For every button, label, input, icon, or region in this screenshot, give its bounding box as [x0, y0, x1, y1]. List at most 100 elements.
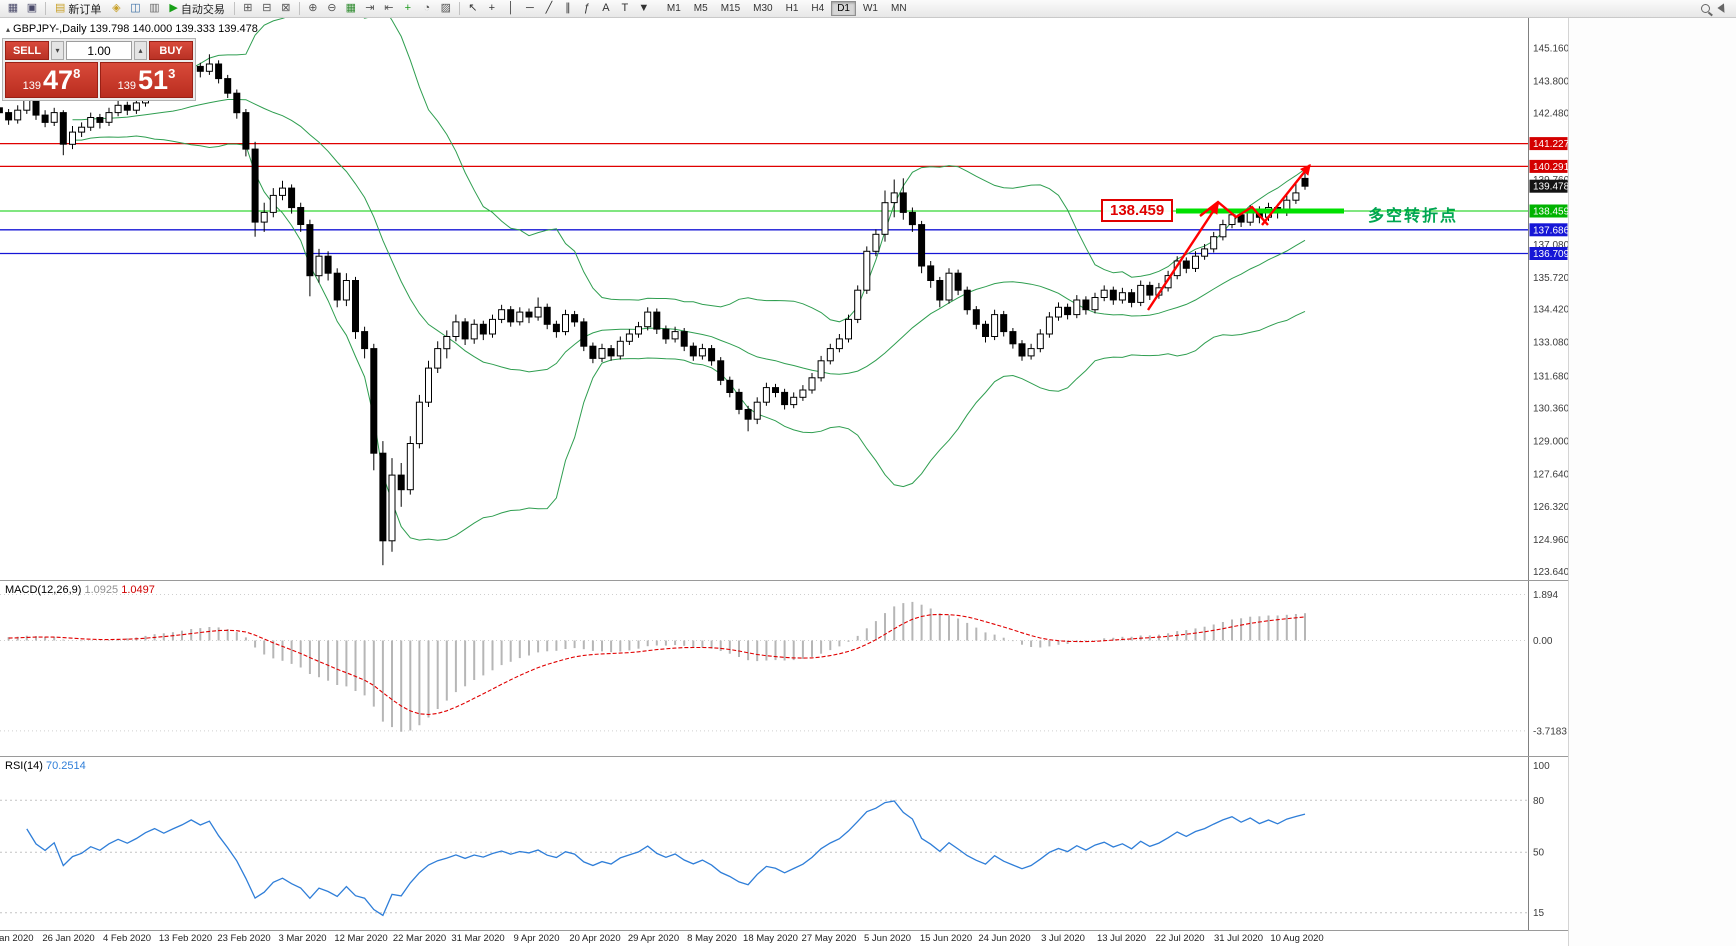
- chart-profiles-icon[interactable]: ▣: [23, 1, 41, 17]
- toolbar-separator: [45, 2, 46, 15]
- macd-panel: 1.894 0.00 -3.7183 MACD(12,26,9) 1.0925 1.…: [0, 580, 1568, 757]
- templates-icon[interactable]: ▨: [437, 1, 455, 17]
- price-line-label: 137.686: [1533, 225, 1568, 236]
- price-tick: 123.640: [1533, 567, 1568, 578]
- shapes-dropdown-icon[interactable]: ▼: [635, 1, 653, 17]
- new-order-button-label: 新订单: [68, 3, 102, 16]
- search-icon: [1700, 4, 1710, 13]
- toolbar-buttons: ▦ ▣ ▤ 新订单 ◈ ◫ ▥ ▶ 自动交易 ⊞ ⊟ ⊠ ⊕ ⊖ ▦ ⇥ ⇤ + ◔ ▨ ↖ + │ ─ ╱ ∥ ƒ A T ▼: [4, 1, 653, 17]
- chart-shift-icon-glyph: ⇤: [384, 2, 394, 14]
- cascade-windows-icon-glyph: ⊟: [262, 2, 272, 14]
- rsi-line: [26, 800, 1306, 917]
- buy-button[interactable]: BUY: [149, 41, 193, 60]
- channel-icon[interactable]: ∥: [559, 1, 577, 17]
- indicators-icon-glyph: +: [404, 2, 412, 14]
- date-label: 13 Jul 2020: [1096, 933, 1147, 944]
- timeframe-d1-button[interactable]: D1: [831, 1, 856, 16]
- chart-ohlc-info: ▴ GBPJPY-,Daily 139.798 140.000 139.333 1…: [6, 23, 258, 35]
- periods-icon[interactable]: ◔: [418, 1, 436, 17]
- price-tick: 133.080: [1533, 337, 1568, 348]
- terminal-icon[interactable]: ▥: [145, 1, 163, 17]
- indicators-icon[interactable]: +: [399, 1, 417, 17]
- grid-icon[interactable]: ▦: [342, 1, 360, 17]
- tile-windows-icon-glyph: ⊞: [243, 2, 253, 14]
- rsi-chart[interactable]: 100 80 50 15: [0, 757, 1568, 930]
- date-label: 29 Apr 2020: [627, 933, 680, 944]
- trend-arrow[interactable]: [1261, 163, 1311, 226]
- text-icon-glyph: A: [602, 2, 610, 14]
- price-line-label-bg: [1529, 223, 1568, 237]
- time-axis[interactable]: 6 Jan 2020 26 Jan 2020 4 Feb 2020 13 Feb 20…: [0, 930, 1568, 946]
- rsi-axis-label: 50: [1533, 848, 1545, 859]
- alerts-icon[interactable]: ◈: [107, 1, 125, 17]
- price-tick: 130.360: [1533, 404, 1568, 415]
- timeframe-m5-button[interactable]: M5: [693, 3, 708, 14]
- vertical-line-icon[interactable]: │: [502, 1, 520, 17]
- new-order-button[interactable]: ▤ 新订单: [50, 1, 106, 17]
- cascade-windows-icon[interactable]: ⊟: [258, 1, 276, 17]
- zoom-out-icon[interactable]: ⊖: [323, 1, 341, 17]
- price-tick: 134.420: [1533, 305, 1568, 316]
- date-label: 24 Jun 2020: [978, 933, 1031, 944]
- market-watch-icon[interactable]: ◫: [126, 1, 144, 17]
- horizontal-line-icon[interactable]: ─: [521, 1, 539, 17]
- trendline-icon[interactable]: ╱: [540, 1, 558, 17]
- tile-windows-icon[interactable]: ⊞: [239, 1, 257, 17]
- price-line-label: 141.227: [1533, 139, 1568, 150]
- autotrading-glyph: ▶: [169, 2, 178, 14]
- volume-increase-button[interactable]: ▴: [134, 41, 147, 60]
- macd-signal-line: [8, 613, 1306, 716]
- shapes-dropdown-icon-glyph: ▼: [638, 2, 650, 14]
- date-label: 22 Mar 2020: [392, 933, 447, 944]
- volume-input[interactable]: [66, 41, 132, 60]
- new-order-glyph: ▤: [55, 2, 66, 14]
- label-icon[interactable]: T: [616, 1, 634, 17]
- timeframe-m15-button[interactable]: M15: [720, 3, 741, 14]
- timeframe-h1-button[interactable]: H1: [785, 3, 799, 14]
- arrange-windows-icon[interactable]: ⊠: [277, 1, 295, 17]
- sell-button[interactable]: SELL: [5, 41, 49, 60]
- trend-arrow[interactable]: [1146, 202, 1220, 311]
- pointer-icon: [1717, 2, 1729, 15]
- cursor-icon[interactable]: ↖: [464, 1, 482, 17]
- crosshair-icon[interactable]: +: [483, 1, 501, 17]
- timeframe-m1-button[interactable]: M1: [666, 3, 681, 14]
- chart-shift-icon[interactable]: ⇤: [380, 1, 398, 17]
- toolbar-separator: [298, 2, 300, 15]
- macd-axis-label: 0.00: [1533, 636, 1553, 647]
- collapse-arrow-icon[interactable]: ▴: [6, 25, 11, 34]
- arrange-windows-icon-glyph: ⊠: [281, 2, 291, 14]
- volume-decrease-button[interactable]: ▾: [51, 41, 64, 60]
- timeframe-h4-button[interactable]: H4: [811, 3, 825, 14]
- timeframe-m30-button[interactable]: M30: [753, 3, 773, 14]
- timeframe-w1-button[interactable]: W1: [862, 3, 878, 14]
- turning-point-line[interactable]: [1176, 208, 1344, 214]
- main-toolbar: ▦ ▣ ▤ 新订单 ◈ ◫ ▥ ▶ 自动交易 ⊞ ⊟ ⊠ ⊕ ⊖ ▦ ⇥ ⇤ + ◔ ▨ ↖ + │ ─ ╱ ∥ ƒ A T ▼ M1 M5…: [0, 0, 1736, 18]
- buy-price-button[interactable]: 139 51 3: [100, 62, 193, 98]
- date-label: 10 Aug 2020: [1270, 933, 1324, 944]
- price-line-label-bg: [1529, 159, 1568, 173]
- price-scale[interactable]: 145.160143.800142.480139.760137.080135.7…: [1528, 18, 1569, 580]
- macd-chart[interactable]: 1.894 0.00 -3.7183: [0, 581, 1568, 756]
- zoom-in-icon-glyph: ⊕: [308, 2, 318, 14]
- turning-point-price-label[interactable]: 138.459: [1101, 199, 1174, 222]
- auto-scroll-icon[interactable]: ⇥: [361, 1, 379, 17]
- zoom-in-icon[interactable]: ⊕: [304, 1, 322, 17]
- vertical-line-icon-glyph: │: [507, 2, 515, 14]
- timeframe-mn-button[interactable]: MN: [890, 3, 907, 14]
- text-icon[interactable]: A: [597, 1, 615, 17]
- cursor-mode-button[interactable]: [1714, 1, 1732, 17]
- price-chart[interactable]: 145.160143.800142.480139.760137.080135.7…: [0, 18, 1568, 580]
- macd-main-value: 1.0925: [84, 584, 119, 596]
- date-label: 4 Feb 2020: [102, 933, 152, 944]
- find-symbol-button[interactable]: [1696, 1, 1714, 17]
- trend-arrows[interactable]: [1146, 163, 1311, 311]
- price-tick: 142.480: [1533, 109, 1568, 120]
- trend-arrow[interactable]: [1199, 200, 1269, 226]
- fibonacci-icon[interactable]: ƒ: [578, 1, 596, 17]
- new-chart-icon[interactable]: ▦: [4, 1, 22, 17]
- sell-price-button[interactable]: 139 47 8: [5, 62, 98, 98]
- autotrading-button[interactable]: ▶ 自动交易: [164, 1, 229, 17]
- turning-point-note[interactable]: 多空转折点: [1368, 208, 1459, 225]
- price-line-label-bg: [1529, 204, 1568, 218]
